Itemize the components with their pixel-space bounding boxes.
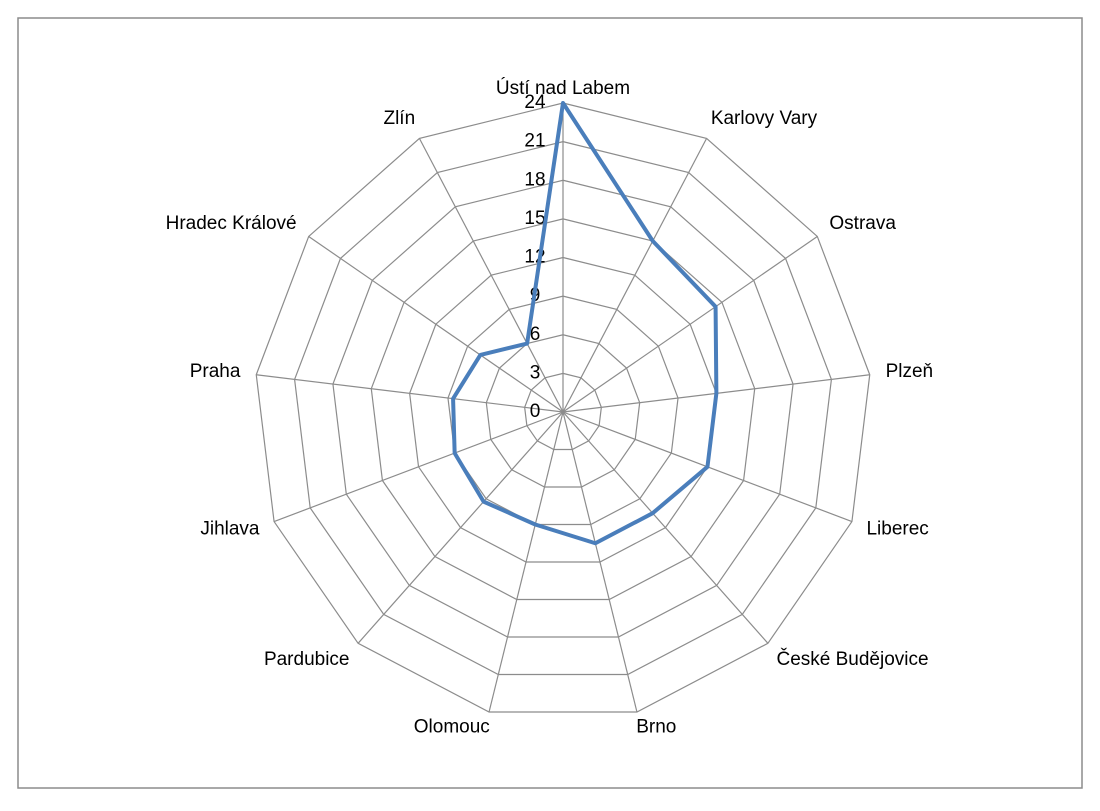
spoke	[562, 235, 818, 413]
data-line	[451, 101, 719, 546]
category-label: Hradec Králové	[166, 213, 297, 234]
spoke	[562, 138, 708, 413]
grid-ring	[332, 179, 794, 638]
category-label: Zlín	[383, 108, 415, 129]
spoke	[418, 138, 564, 413]
grid-ring	[447, 295, 679, 526]
grid-ring	[370, 218, 756, 601]
spoke	[308, 235, 564, 413]
spoke	[562, 411, 769, 644]
y-tick-label: 6	[530, 324, 541, 345]
spoke	[488, 411, 564, 713]
y-tick-label: 0	[530, 401, 541, 422]
y-tick-label: 18	[524, 169, 545, 190]
category-label: Brno	[636, 716, 676, 737]
spoke	[562, 411, 638, 713]
grid-ring	[293, 141, 833, 676]
category-label: Ostrava	[829, 213, 896, 234]
category-label: Plzeň	[886, 361, 934, 382]
y-tick-label: 24	[524, 92, 546, 113]
category-label: Pardubice	[264, 649, 350, 670]
category-label: Liberec	[866, 518, 928, 539]
y-tick-label: 15	[524, 208, 545, 229]
spoke	[273, 411, 564, 523]
grid-ring	[485, 334, 641, 488]
category-label: Ústí nad Labem	[496, 77, 630, 99]
category-label: Praha	[190, 361, 241, 382]
y-tick-label: 3	[530, 362, 541, 383]
grid-ring	[409, 256, 717, 563]
category-label: České Budějovice	[776, 648, 928, 670]
y-tick-label: 21	[524, 131, 545, 152]
grid-ring	[255, 102, 871, 713]
category-label: Olomouc	[414, 716, 490, 737]
grid-ring	[524, 372, 602, 451]
category-label: Karlovy Vary	[711, 108, 818, 129]
spoke	[357, 411, 564, 644]
category-label: Jihlava	[200, 518, 260, 539]
spoke	[256, 374, 564, 413]
